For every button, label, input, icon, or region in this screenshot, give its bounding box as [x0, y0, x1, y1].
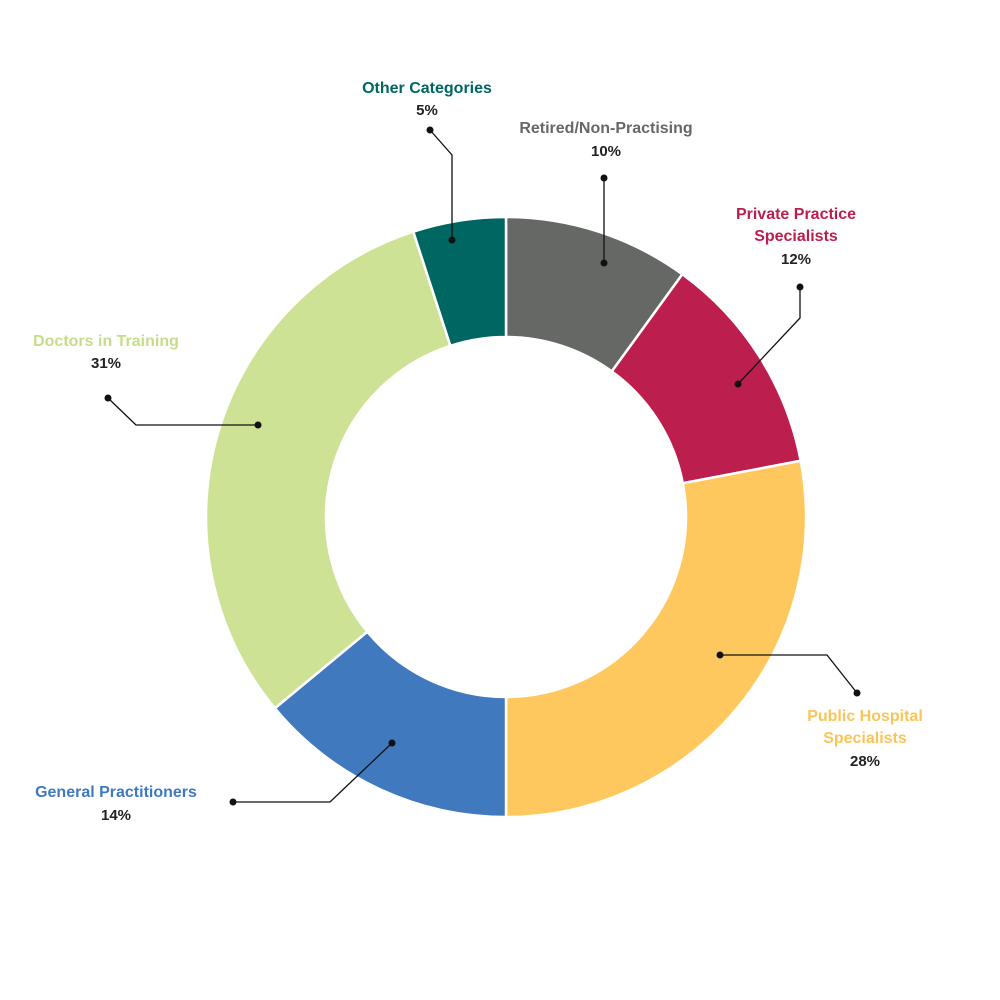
slice-doctors-in-training: [204, 230, 452, 710]
slice-value-doctors-in-training: 31%: [91, 355, 121, 372]
slice-label-general-practitioners: General Practitioners: [35, 784, 197, 801]
leader-dot-other-categories-inner: [448, 236, 456, 244]
slice-other-categories: [411, 215, 508, 348]
slice-value-public-hospital-specialists: 28%: [850, 753, 880, 770]
leader-line-general-practitioners: [233, 742, 393, 803]
leader-dot-doctors-in-training-inner: [254, 421, 262, 429]
slice-value-retired-non-practising: 10%: [591, 143, 621, 160]
leader-dot-private-practice-specialists-outer: [796, 283, 804, 291]
leader-dot-public-hospital-specialists-inner: [716, 651, 724, 659]
slice-label-doctors-in-training: Doctors in Training: [33, 333, 179, 350]
leader-dot-public-hospital-specialists-outer: [853, 689, 861, 697]
leader-line-doctors-in-training: [107, 397, 258, 426]
slice-label-other-categories: Other Categories: [362, 80, 492, 97]
leader-dot-retired-non-practising-outer: [600, 174, 608, 182]
slice-public-hospital-specialists: [504, 459, 808, 819]
leader-dot-private-practice-specialists-inner: [734, 380, 742, 388]
leader-dot-general-practitioners-inner: [388, 739, 396, 747]
slice-value-private-practice-specialists: 12%: [781, 251, 811, 268]
slice-label-public-hospital-specialists: Public Hospital Specialists: [807, 708, 923, 747]
leader-lines: [104, 126, 861, 806]
donut-slices: [204, 215, 808, 819]
slice-value-other-categories: 5%: [416, 102, 438, 119]
leader-line-private-practice-specialists: [737, 287, 801, 385]
leader-line-other-categories: [429, 129, 453, 240]
slice-label-retired-non-practising: Retired/Non-Practising: [519, 120, 692, 137]
leader-dot-other-categories-outer: [426, 126, 434, 134]
leader-line-public-hospital-specialists: [720, 654, 858, 694]
slice-labels: Retired/Non-Practising 10% Private Practic…: [33, 80, 923, 824]
leader-dot-retired-non-practising-inner: [600, 259, 608, 267]
slice-label-private-practice-specialists: Private Practice Specialists: [736, 206, 856, 245]
leader-dot-doctors-in-training-outer: [104, 394, 112, 402]
slice-value-general-practitioners: 14%: [101, 807, 131, 824]
leader-dot-general-practitioners-outer: [229, 798, 237, 806]
